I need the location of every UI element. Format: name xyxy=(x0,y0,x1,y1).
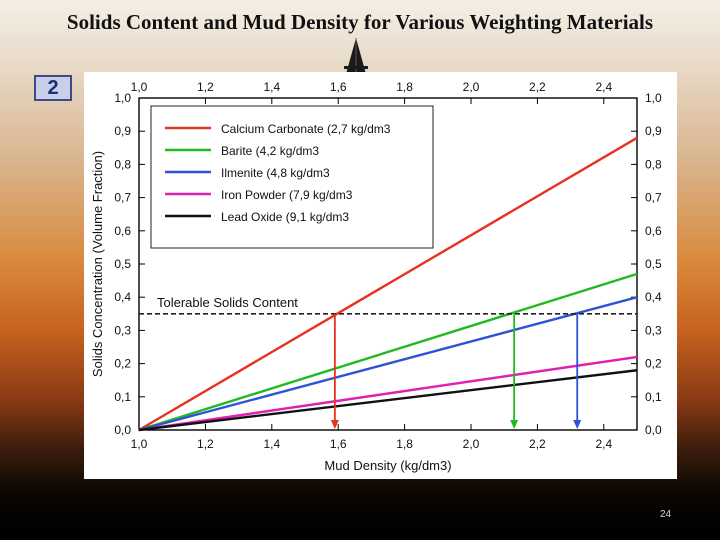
y-tick-label: 0,7 xyxy=(114,191,131,205)
x-tick-label: 1,2 xyxy=(197,437,214,451)
y-tick-label: 0,9 xyxy=(114,124,131,138)
y-tick-label: 0,4 xyxy=(114,290,131,304)
page-number: 24 xyxy=(660,509,672,520)
x-tick-label-top: 2,2 xyxy=(529,80,546,94)
legend-label: Calcium Carbonate (2,7 kg/dm3 xyxy=(221,122,391,136)
y-tick-label-right: 0,0 xyxy=(645,423,662,437)
y-tick-label-right: 0,2 xyxy=(645,357,662,371)
x-axis-label: Mud Density (kg/dm3) xyxy=(324,458,451,473)
x-tick-label: 1,4 xyxy=(263,437,280,451)
legend-label: Barite (4,2 kg/dm3 xyxy=(221,144,319,158)
y-tick-label-right: 0,8 xyxy=(645,157,662,171)
slide-title: Solids Content and Mud Density for Vario… xyxy=(66,10,654,34)
x-tick-label-top: 1,8 xyxy=(396,80,413,94)
legend-label: Lead Oxide (9,1 kg/dm3 xyxy=(221,210,349,224)
series-line xyxy=(138,296,638,432)
density-arrow-head xyxy=(510,420,519,429)
legend-box xyxy=(150,105,434,249)
y-tick-label: 0,5 xyxy=(114,257,131,271)
slide-number-badge: 2 xyxy=(34,75,72,101)
x-tick-label: 2,2 xyxy=(529,437,546,451)
series-line xyxy=(138,136,638,432)
y-tick-label: 0,8 xyxy=(114,157,131,171)
x-tick-label-top: 1,4 xyxy=(263,80,280,94)
y-tick-label-right: 1,0 xyxy=(645,91,662,105)
y-tick-label-right: 0,7 xyxy=(645,191,662,205)
y-tick-label-right: 0,4 xyxy=(645,290,662,304)
x-tick-label: 1,8 xyxy=(396,437,413,451)
y-tick-label-right: 0,3 xyxy=(645,323,662,337)
y-tick-label: 1,0 xyxy=(114,91,131,105)
x-tick-label-top: 1,2 xyxy=(197,80,214,94)
x-tick-label: 1,6 xyxy=(330,437,347,451)
density-arrow-head xyxy=(330,420,339,429)
x-tick-label-top: 2,0 xyxy=(463,80,480,94)
y-axis-label: Solids Concentration (Volume Fraction) xyxy=(90,151,105,377)
x-tick-label-top: 2,4 xyxy=(595,80,612,94)
y-tick-label: 0,6 xyxy=(114,224,131,238)
y-tick-label-right: 0,6 xyxy=(645,224,662,238)
chart-panel: 1,0 1,0 1,2 1,2 1,4 1,4 1,6 1,6 1,8 1,8 2,0 2,0 2,2 2… xyxy=(84,72,677,479)
y-tick-label: 0,0 xyxy=(114,423,131,437)
legend-label: Iron Powder (7,9 kg/dm3 xyxy=(221,188,353,202)
x-tick-label-top: 1,6 xyxy=(330,80,347,94)
series-line xyxy=(138,355,638,432)
threshold-label: Tolerable Solids Content xyxy=(157,295,298,310)
series-line xyxy=(138,272,638,432)
x-tick-label-top: 1,0 xyxy=(131,80,148,94)
horizon-silhouette xyxy=(0,470,720,540)
y-tick-label: 0,3 xyxy=(114,323,131,337)
x-tick-label: 2,4 xyxy=(595,437,612,451)
line-chart: 1,01,01,21,21,41,41,61,61,81,82,02,02,22… xyxy=(90,80,662,473)
y-tick-label-right: 0,9 xyxy=(645,124,662,138)
x-tick-label: 2,0 xyxy=(463,437,480,451)
density-arrow-head xyxy=(573,420,582,429)
y-tick-label: 0,1 xyxy=(114,390,131,404)
drilling-rig-icon xyxy=(344,38,368,74)
y-tick-label-right: 0,1 xyxy=(645,390,662,404)
series-line xyxy=(138,369,638,432)
x-tick-label: 1,0 xyxy=(131,437,148,451)
legend-label: Ilmenite (4,8 kg/dm3 xyxy=(221,166,330,180)
y-tick-label-right: 0,5 xyxy=(645,257,662,271)
y-tick-label: 0,2 xyxy=(114,357,131,371)
